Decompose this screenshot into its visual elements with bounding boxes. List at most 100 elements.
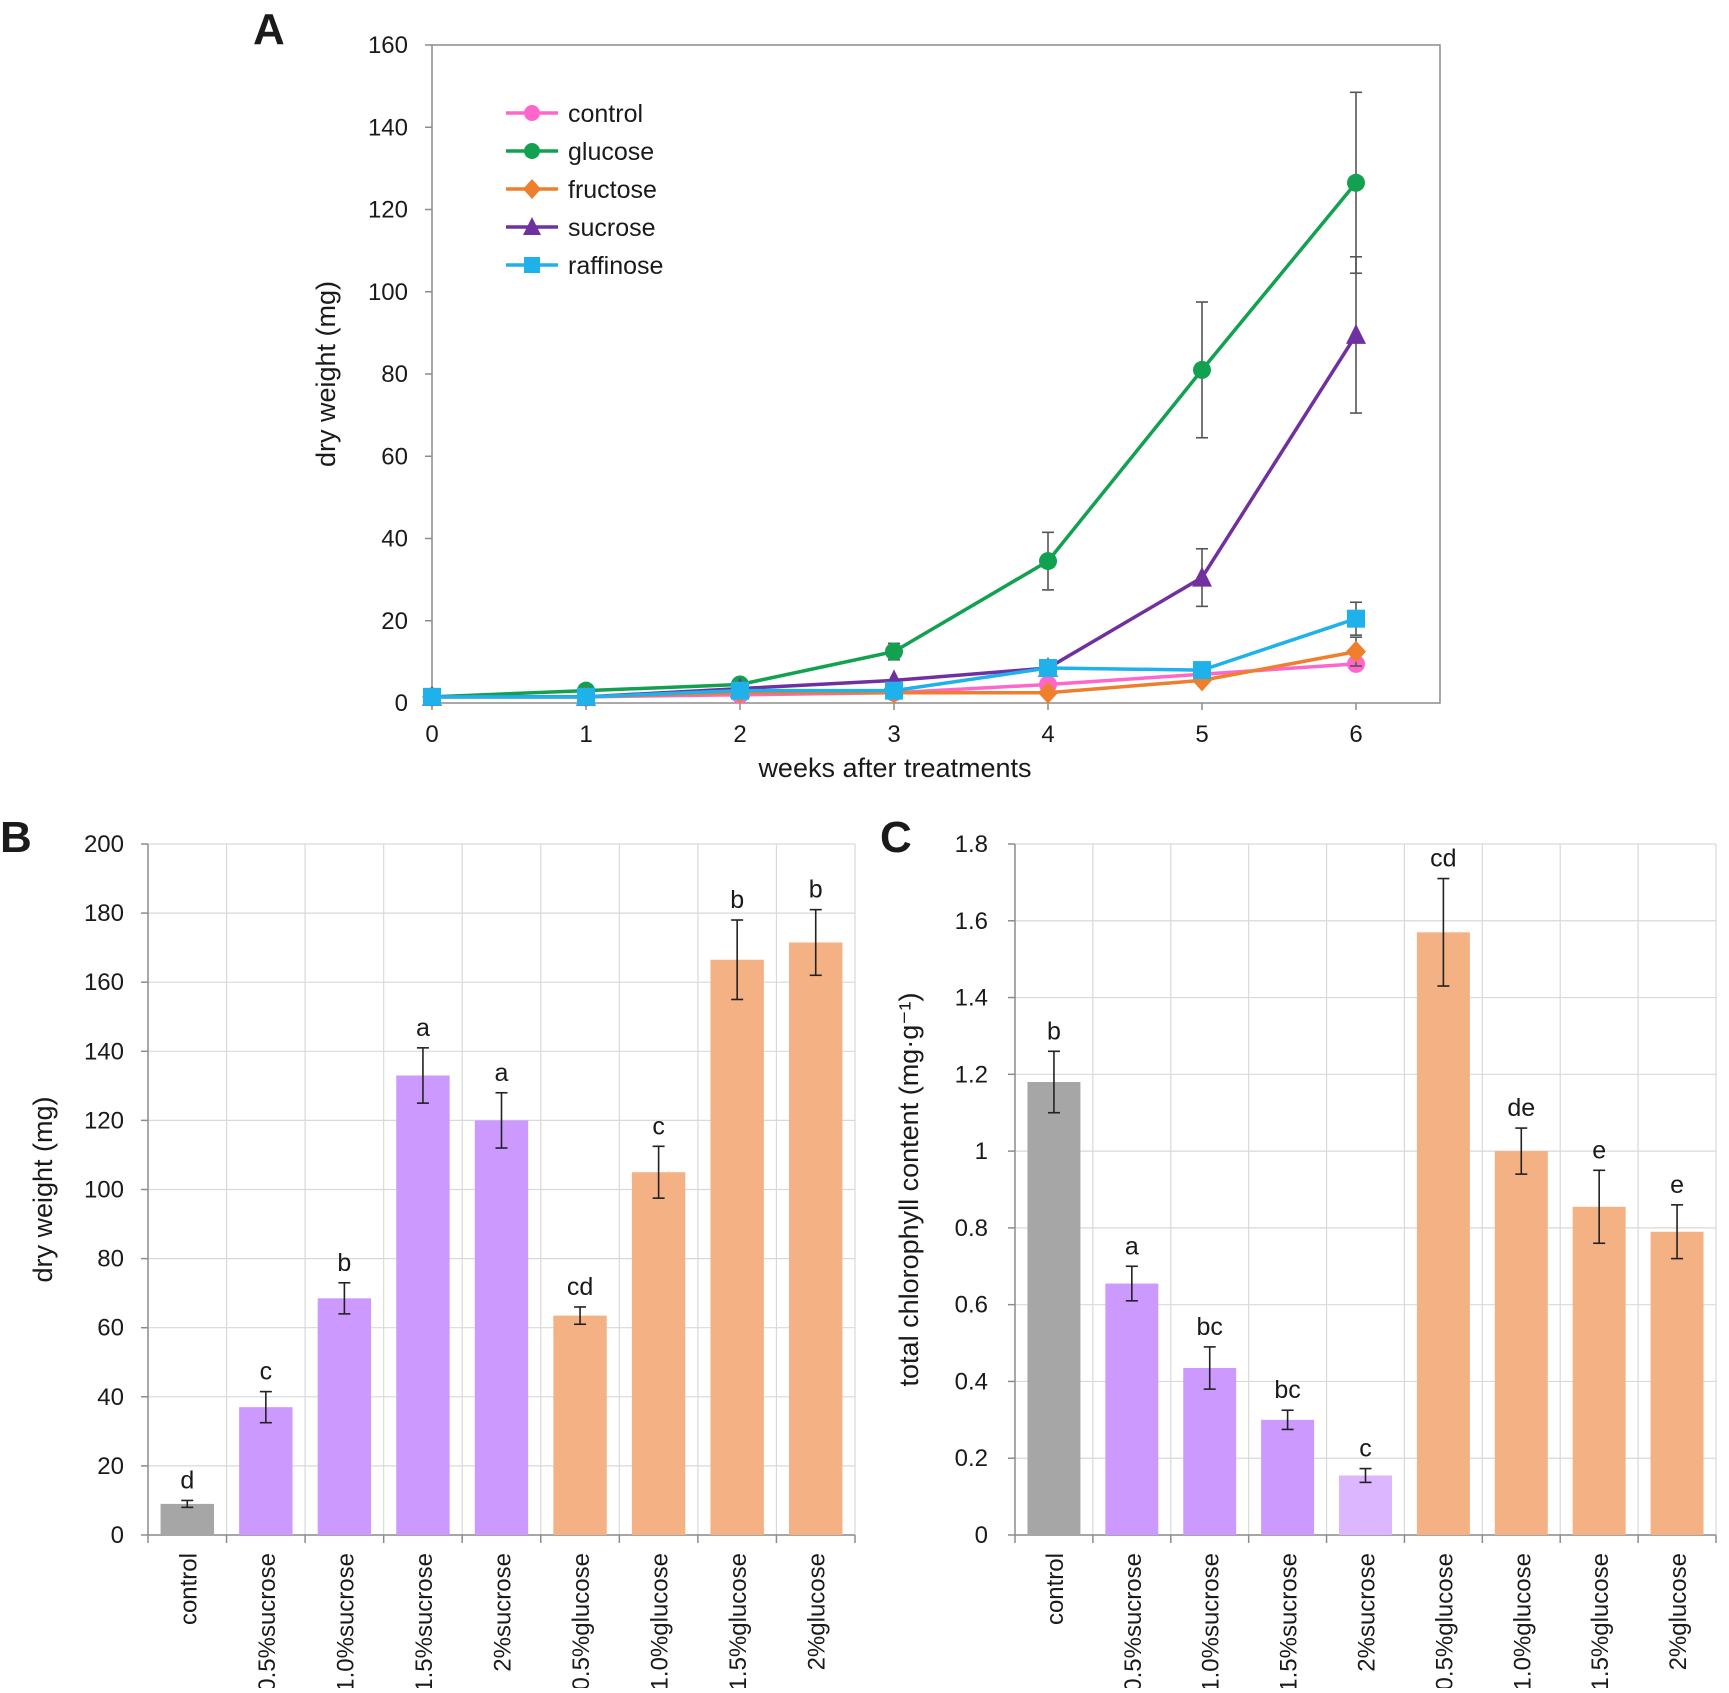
- significance-letter: b: [1047, 1017, 1061, 1045]
- bar-2%glucose: [789, 942, 843, 1535]
- legend-label-raffinose: raffinose: [568, 252, 663, 280]
- data-point: [1347, 609, 1365, 628]
- x-tick-label: 1: [579, 721, 592, 748]
- series-glucose: [423, 91, 1365, 706]
- bar-1.5%glucose: [1572, 1206, 1626, 1535]
- significance-letter: a: [495, 1059, 509, 1087]
- significance-letter: cd: [567, 1273, 593, 1301]
- data-point: [577, 687, 595, 706]
- bar-2%sucrose: [474, 1120, 529, 1535]
- significance-letter: d: [180, 1466, 194, 1494]
- bar-control: [1027, 1082, 1081, 1535]
- y-tick-label: 140: [84, 1038, 124, 1065]
- y-tick-label: 0.8: [955, 1215, 988, 1242]
- y-tick-label: 1.4: [955, 985, 988, 1012]
- significance-letter: c: [652, 1112, 665, 1140]
- x-tick-label: 6: [1349, 721, 1362, 748]
- significance-letter: b: [337, 1249, 351, 1277]
- bar-0.5%sucrose: [239, 1407, 293, 1535]
- series-sucrose: [422, 255, 1366, 706]
- y-tick-label: 40: [381, 526, 408, 553]
- data-point: [1346, 323, 1366, 344]
- bar-0.5%glucose: [1416, 932, 1470, 1535]
- y-tick-label: 0.4: [955, 1368, 988, 1395]
- legend-label-fructose: fructose: [568, 176, 657, 204]
- x-tick-label: 1.0%sucrose: [332, 1553, 359, 1688]
- series-raffinose: [423, 601, 1365, 706]
- bar-0.5%sucrose: [1105, 1283, 1159, 1535]
- x-tick-label: control: [1042, 1553, 1069, 1625]
- significance-letter: a: [1125, 1232, 1139, 1260]
- x-tick-label: 1.5%sucrose: [1276, 1553, 1303, 1688]
- chart-b-bar: 0 20 40 60 80 100 120 140 160 180 200 d control c 0.5%…: [28, 831, 856, 1692]
- y-tick-label: 100: [84, 1177, 124, 1204]
- y-tick-label: 0: [975, 1522, 988, 1549]
- data-point: [885, 681, 903, 700]
- x-tick-label: 2: [733, 721, 746, 748]
- significance-letter: b: [730, 886, 744, 914]
- y-tick-label: 140: [368, 114, 408, 141]
- x-tick-label: 4: [1041, 721, 1054, 748]
- data-point: [524, 143, 540, 159]
- y-tick-label: 80: [381, 361, 408, 388]
- series-line: [432, 333, 1358, 699]
- significance-letter: e: [1670, 1171, 1684, 1199]
- y-tick-label: 0.6: [955, 1292, 988, 1319]
- data-point: [731, 681, 749, 700]
- x-tick-label: 2%sucrose: [1354, 1553, 1381, 1672]
- y-tick-label: 160: [84, 969, 124, 996]
- data-point: [523, 179, 541, 199]
- y-tick-label: 100: [368, 279, 408, 306]
- data-point: [524, 257, 540, 273]
- significance-letter: e: [1592, 1136, 1606, 1164]
- bar-1.0%sucrose: [317, 1298, 372, 1535]
- panel-letter-a: A: [253, 5, 285, 54]
- x-tick-label: 2%glucose: [1665, 1553, 1692, 1670]
- y-tick-label: 160: [368, 32, 408, 59]
- data-point: [1039, 659, 1057, 678]
- data-point: [1038, 681, 1058, 704]
- y-tick-label: 1.8: [955, 831, 988, 858]
- bar-1.0%glucose: [631, 1172, 686, 1535]
- data-point: [423, 687, 441, 706]
- y-tick-label: 1.2: [955, 1061, 988, 1088]
- y-tick-label: 120: [84, 1107, 124, 1134]
- x-tick-label: 1.0%glucose: [647, 1553, 674, 1688]
- chart-a-line: 0 20 40 60 80 100 120 140 160 0 1 2 3 4 5 6 weeks after …: [311, 32, 1441, 783]
- x-tick-label: 0: [425, 721, 438, 748]
- significance-letter: b: [809, 876, 823, 904]
- data-point: [885, 642, 903, 661]
- y-tick-label: 200: [84, 831, 124, 858]
- data-point: [1347, 173, 1365, 192]
- significance-letter: bc: [1197, 1313, 1223, 1341]
- x-tick-label: 3: [887, 721, 900, 748]
- x-tick-label: 2%sucrose: [490, 1553, 517, 1672]
- bar-1.5%glucose: [710, 959, 764, 1535]
- y-tick-label: 80: [97, 1246, 124, 1273]
- y-axis-title: dry weight (mg): [311, 281, 341, 467]
- x-tick-label: 1.0%glucose: [1509, 1553, 1536, 1688]
- y-tick-label: 1: [975, 1138, 988, 1165]
- significance-letter: a: [416, 1014, 430, 1042]
- x-tick-label: control: [175, 1553, 202, 1625]
- y-tick-label: 0.2: [955, 1445, 988, 1472]
- bar-1.5%sucrose: [396, 1075, 450, 1535]
- x-tick-label: 0.5%sucrose: [1120, 1553, 1147, 1688]
- data-point: [1039, 552, 1057, 571]
- y-tick-label: 40: [97, 1384, 124, 1411]
- significance-letter: c: [1359, 1435, 1372, 1463]
- y-tick-label: 20: [381, 608, 408, 635]
- legend: control glucose fructose sucrose raffinose: [506, 100, 663, 280]
- legend-label-sucrose: sucrose: [568, 214, 656, 242]
- chart-c-bar: 0 0.2 0.4 0.6 0.8 1 1.2 1.4 1.6 1.8 b control a 0.5%s…: [894, 831, 1717, 1692]
- x-tick-label: 1.0%sucrose: [1198, 1553, 1225, 1688]
- data-point: [524, 105, 540, 121]
- x-tick-label: 1.5%sucrose: [411, 1553, 438, 1688]
- y-tick-label: 1.6: [955, 908, 988, 935]
- bar-2%sucrose: [1339, 1475, 1392, 1535]
- x-tick-label: 1.5%glucose: [725, 1553, 752, 1688]
- data-point: [523, 217, 541, 235]
- y-axis-title: dry weight (mg): [28, 1096, 58, 1282]
- data-point: [1193, 360, 1211, 379]
